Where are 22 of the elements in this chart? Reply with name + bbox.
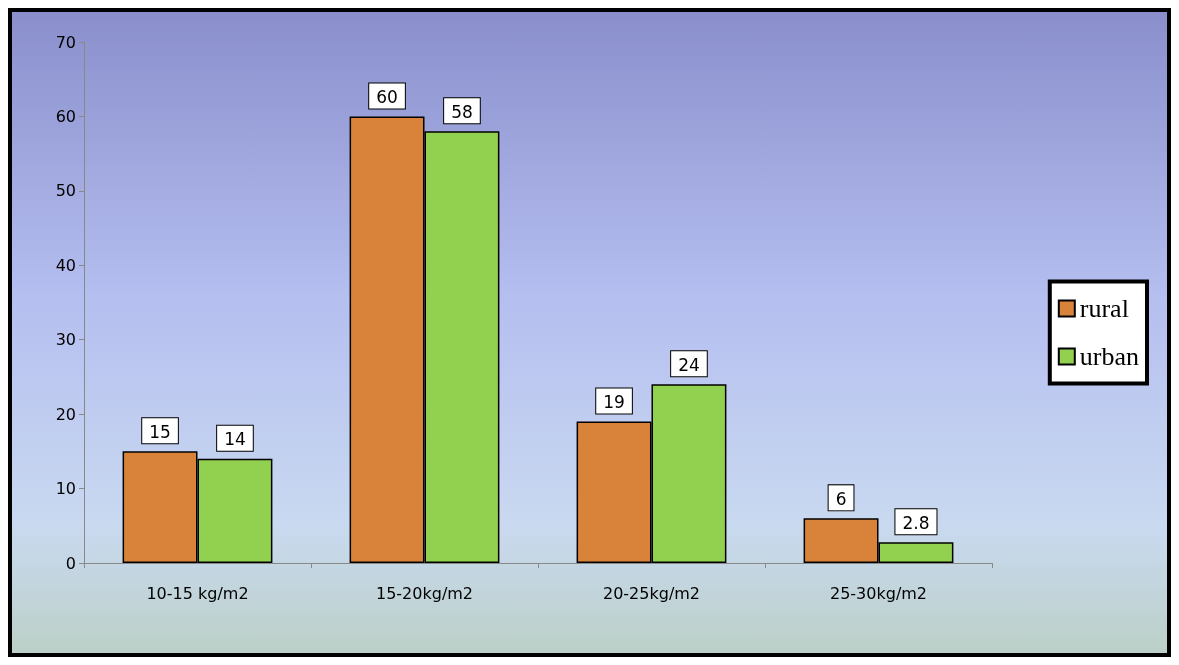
data-label: 24	[678, 354, 700, 375]
y-tick-label: 60	[55, 106, 76, 126]
y-tick-label: 50	[55, 181, 76, 201]
data-label: 19	[603, 392, 625, 413]
data-label: 2.8	[902, 512, 930, 533]
data-label: 15	[149, 421, 171, 442]
data-label: 14	[224, 429, 246, 450]
data-label: 60	[376, 86, 398, 107]
y-tick-label: 30	[55, 330, 76, 350]
x-tick-label: 20-25kg/m2	[602, 583, 701, 603]
legend-label: rural	[1079, 294, 1129, 323]
data-label: 6	[835, 488, 847, 509]
data-label: 58	[451, 101, 473, 122]
y-tick-label: 70	[55, 32, 76, 52]
x-tick-label: 15-20kg/m2	[375, 583, 474, 603]
y-tick-label: 20	[55, 404, 76, 424]
y-tick-label: 10	[55, 479, 76, 499]
y-tick-label: 40	[55, 255, 76, 275]
y-tick-label: 0	[65, 553, 76, 573]
legend-label: urban	[1079, 342, 1139, 371]
x-tick-label: 10-15 kg/m2	[146, 583, 249, 603]
x-tick-label: 25-30kg/m2	[829, 583, 928, 603]
